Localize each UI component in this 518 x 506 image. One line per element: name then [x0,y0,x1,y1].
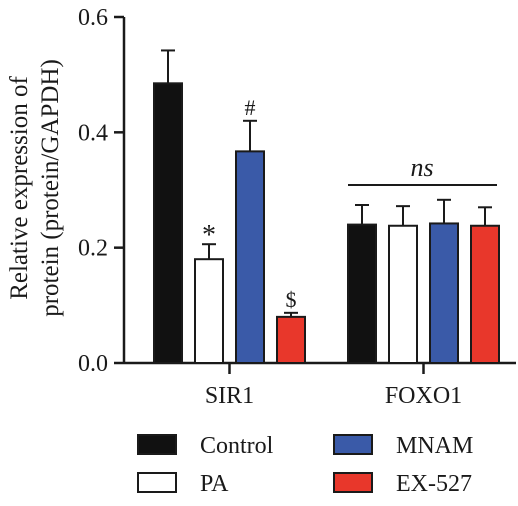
bar-mnam-sir1 [235,150,265,364]
y-axis-label-line2: protein (protein/GAPDH) [37,59,64,317]
legend-label: Control [200,433,274,459]
legend-label: EX-527 [396,471,472,497]
significance-mark: * [202,220,216,251]
x-tick-label: SIR1 [205,383,254,409]
bar-mnam-foxo1 [429,222,459,364]
bar-ex-527-sir1 [276,315,306,365]
bar-pa-sir1 [194,258,224,365]
legend-swatch-ex-527 [333,472,373,493]
legend-swatch-control [137,434,177,455]
bar-control-sir1 [153,82,183,364]
legend-label: PA [200,471,229,497]
bar-pa-foxo1 [388,224,418,364]
ns-annotation: ns [410,153,433,182]
significance-mark: $ [286,287,297,312]
x-ticks: SIR1 FOXO1 [205,363,462,409]
bar-ex-527-foxo1 [470,224,500,364]
bar-control-foxo1 [347,223,377,364]
bars: * # $ [153,49,500,365]
legend-swatch-mnam [333,434,373,455]
y-axis-label-line1: Relative expression of [6,76,33,300]
y-tick-label: 0.2 [78,236,108,262]
y-tick-label: 0.4 [78,120,108,146]
x-tick-label: FOXO1 [385,383,462,409]
significance-mark: # [245,95,256,120]
y-tick-label: 0.0 [78,351,108,377]
y-ticks: 0.0 0.2 0.4 0.6 [78,5,124,377]
legend-label: MNAM [396,433,473,459]
legend: Control PA MNAM EX-527 [137,433,473,497]
y-tick-label: 0.6 [78,5,108,31]
legend-swatch-pa [137,472,177,493]
